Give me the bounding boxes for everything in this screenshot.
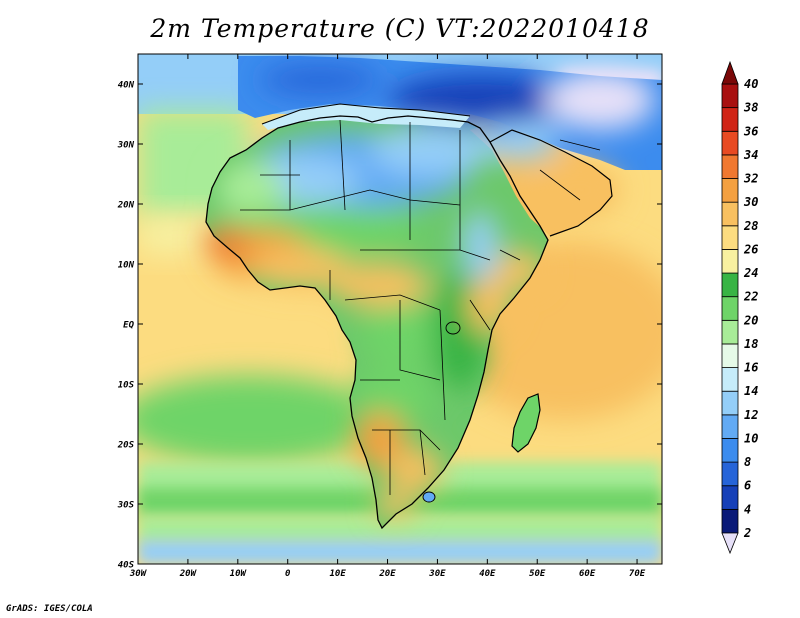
- colorbar-swatch: [721, 438, 739, 463]
- lon-tick-label: 20W: [179, 569, 198, 579]
- country-borders: [240, 119, 601, 495]
- colorbar-swatch: [721, 485, 739, 510]
- lon-tick-label: 20E: [378, 569, 396, 579]
- colorbar-swatch: [721, 508, 739, 534]
- colorbar-label: 12: [744, 408, 758, 422]
- lat-tick-label: 40S: [118, 561, 135, 571]
- colorbar-label: 8: [744, 455, 751, 469]
- colorbar-swatch: [721, 461, 739, 487]
- lesotho-highlands: [422, 491, 436, 503]
- colorbar-label: 4: [744, 502, 751, 516]
- lon-tick-label: 40E: [479, 569, 496, 579]
- lat-tick-label: 30N: [117, 141, 135, 151]
- lat-tick-label: 20N: [117, 201, 135, 211]
- colorbar-label: 10: [744, 431, 758, 445]
- colorbar-label: 38: [743, 101, 758, 115]
- colorbar-swatch: [721, 414, 739, 439]
- colorbar-label: 26: [743, 242, 758, 256]
- colorbar-label: 18: [744, 337, 758, 351]
- field-layer: [138, 54, 662, 564]
- colorbar-swatch: [721, 201, 739, 227]
- lon-tick-label: 10E: [329, 569, 346, 579]
- lat-tick-label: 40N: [118, 81, 135, 91]
- colorbar-label: 20: [743, 313, 758, 327]
- map-title: 2m Temperature (C) VT:2022010418: [150, 14, 650, 43]
- colorbar-label: 36: [743, 124, 758, 138]
- mediterranean-sea: [262, 104, 470, 130]
- colorbar-swatch: [721, 390, 739, 416]
- lat-tick-label: 30S: [117, 501, 135, 511]
- colorbar-swatch: [721, 178, 739, 203]
- colorbar-swatch: [721, 249, 739, 274]
- colorbar-label: 6: [744, 479, 751, 493]
- lat-tick-label: 10N: [118, 261, 135, 271]
- mediterranean-coastline: [261, 103, 471, 125]
- map-frame: [137, 53, 663, 565]
- south-atlantic-green-patch: [138, 375, 380, 465]
- lat-tick-label: EQ: [123, 321, 134, 331]
- colorbar-swatch: [721, 225, 739, 250]
- colorbar-swatch: [721, 343, 739, 368]
- colorbar-max-triangle: [721, 60, 739, 85]
- arabia-coastline: [489, 129, 613, 237]
- lake-victoria: [445, 321, 461, 335]
- colorbar-swatch: [721, 154, 739, 179]
- colorbar-swatch: [721, 107, 739, 132]
- lon-tick-label: 70E: [629, 569, 646, 579]
- latitude-axis: 40N 30N 20N 10N EQ 10S 20S 30S 40S: [117, 81, 662, 571]
- madagascar: [511, 393, 541, 453]
- lon-tick-label: 30E: [428, 569, 446, 579]
- lon-tick-label: 60E: [579, 569, 596, 579]
- lon-tick-label: 50E: [529, 569, 546, 579]
- colorbar-label: 16: [744, 361, 758, 375]
- colorbar-label: 30: [743, 195, 758, 209]
- colorbar-label: 40: [744, 77, 758, 91]
- southern-ocean-cool-band: [138, 540, 662, 564]
- colorbar-swatch: [721, 272, 739, 298]
- colorbar-label: 2: [743, 526, 751, 540]
- colorbar-swatch: [721, 130, 739, 156]
- lat-tick-label: 10S: [118, 381, 135, 391]
- colorbar-swatch: [721, 296, 739, 321]
- africa-coastline: [205, 115, 549, 530]
- colorbar-label: 34: [743, 148, 758, 162]
- colorbar-min-triangle: [721, 532, 739, 555]
- colorbar-label: 28: [743, 219, 758, 233]
- colorbar-swatch: [721, 367, 739, 392]
- lat-tick-label: 20S: [117, 441, 135, 451]
- colorbar-label: 14: [744, 384, 758, 398]
- lon-tick-label: 0: [285, 569, 291, 579]
- colorbar-label: 22: [743, 290, 758, 304]
- land-temperature-patches: [203, 66, 655, 519]
- longitude-axis: 30W 20W 10W 0 10E 20E 30E 40E 50E 60E 70E: [129, 54, 646, 579]
- colorbar-label: 32: [743, 172, 758, 186]
- grads-credit: GrADS: IGES/COLA: [6, 604, 93, 614]
- colorbar-swatch: [721, 83, 739, 109]
- colorbar-swatch: [721, 319, 739, 345]
- lon-tick-label: 30W: [129, 569, 148, 579]
- colorbar-label: 24: [743, 266, 758, 280]
- lon-tick-label: 10W: [230, 569, 248, 579]
